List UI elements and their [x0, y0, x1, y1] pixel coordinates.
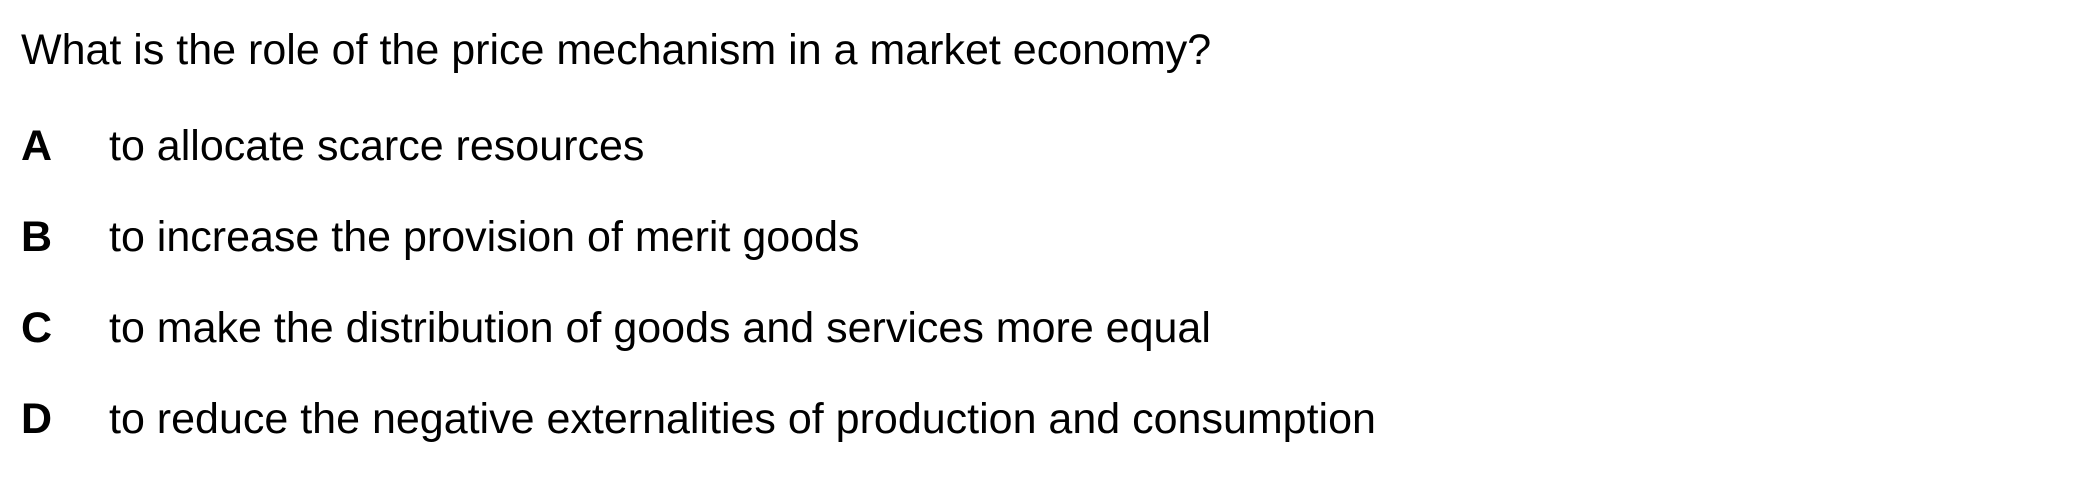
- option-c: C to make the distribution of goods and …: [21, 300, 1376, 391]
- option-c-text: to make the distribution of goods and se…: [109, 304, 1211, 352]
- option-b: B to increase the provision of merit goo…: [21, 209, 1376, 300]
- option-a: A to allocate scarce resources: [21, 118, 1376, 209]
- option-a-text: to allocate scarce resources: [109, 122, 645, 170]
- question-text: What is the role of the price mechanism …: [21, 26, 1212, 74]
- option-a-letter: A: [21, 122, 53, 170]
- option-d: D to reduce the negative externalities o…: [21, 391, 1376, 482]
- option-b-text: to increase the provision of merit goods: [109, 213, 860, 261]
- option-c-letter: C: [21, 304, 53, 352]
- option-d-text: to reduce the negative externalities of …: [109, 395, 1376, 443]
- answer-options: A to allocate scarce resources B to incr…: [21, 118, 1376, 482]
- option-b-letter: B: [21, 213, 53, 261]
- option-d-letter: D: [21, 395, 53, 443]
